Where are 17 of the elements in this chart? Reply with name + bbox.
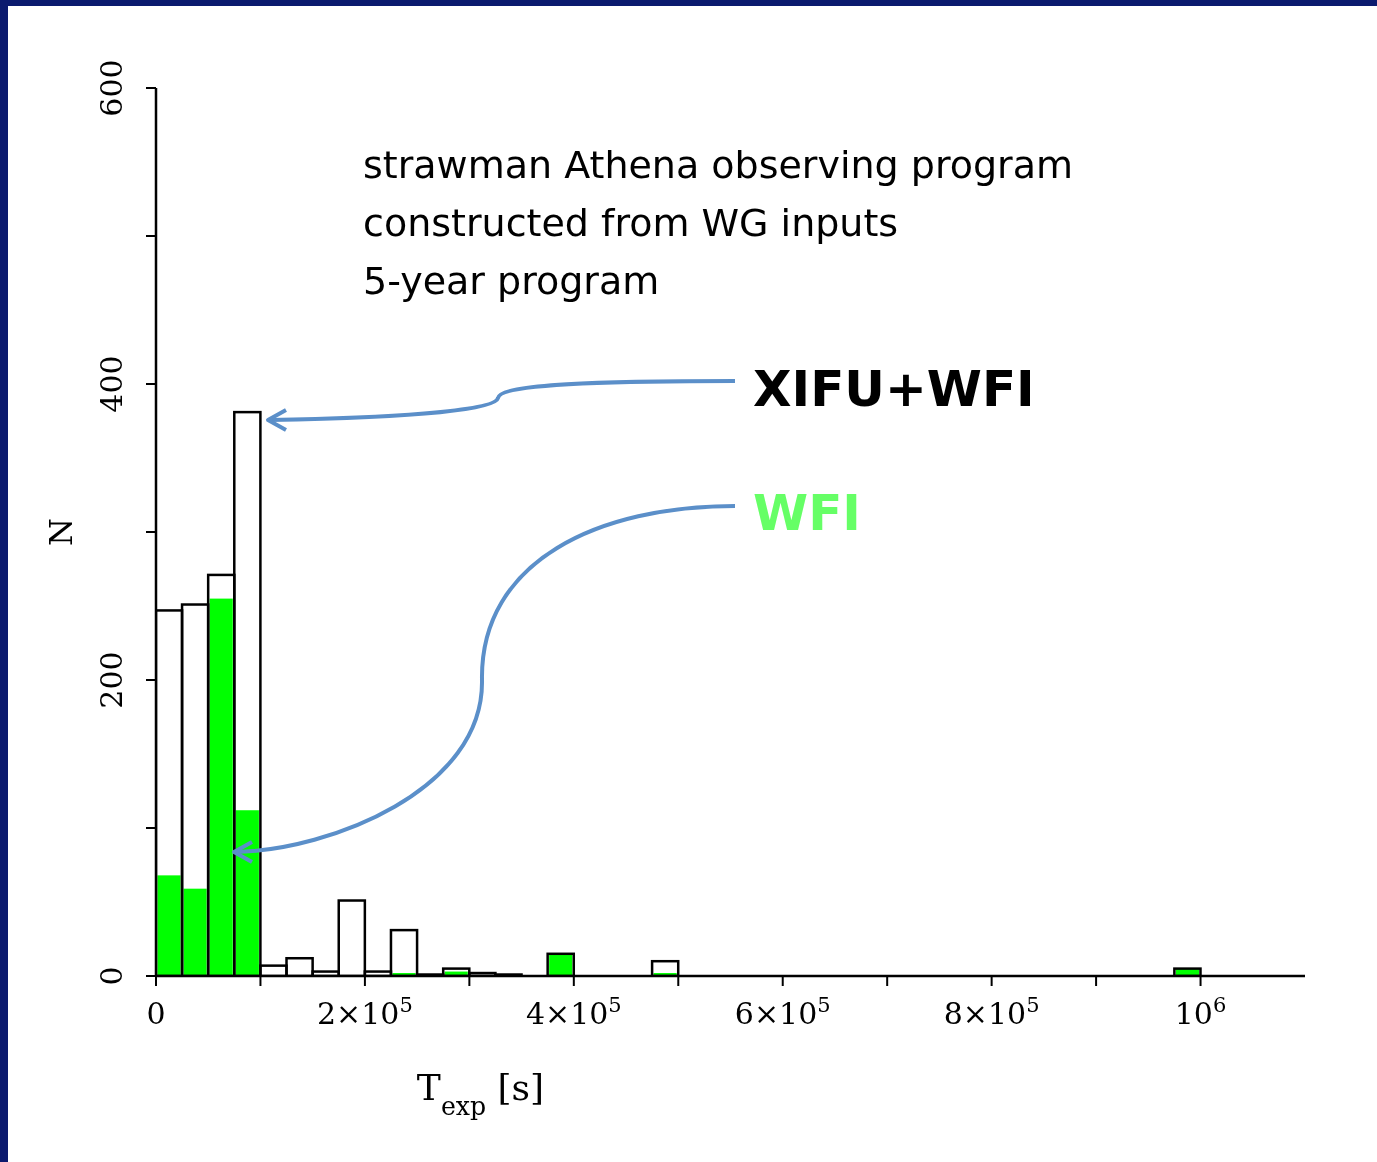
- y-axis-title: N: [42, 518, 80, 546]
- y-tick-label: 200: [94, 651, 129, 709]
- y-tick-label: 400: [94, 355, 129, 413]
- y-tick-label: 0: [94, 966, 129, 986]
- x-tick-label: 0: [146, 996, 166, 1031]
- text: XIFU+WFI: [753, 360, 1035, 418]
- text: WFI: [753, 484, 861, 542]
- annotation: 5-year program: [363, 259, 660, 303]
- x-tick-label: 8×10$^{5}$: [943, 993, 1040, 1031]
- x-axis-title: T$_{exp}$ [s]: [416, 1067, 545, 1121]
- annotation: constructed from WG inputs: [363, 201, 899, 245]
- x-tick-label: 10$^{6}$: [1174, 993, 1227, 1031]
- y-tick-label: 600: [94, 59, 129, 117]
- x-tick-label: 4×10$^{5}$: [525, 993, 622, 1031]
- x-tick-label: 2×10$^{5}$: [317, 993, 413, 1031]
- annotation: strawman Athena observing program: [363, 143, 1073, 187]
- x-tick-label: 6×10$^{5}$: [734, 993, 831, 1031]
